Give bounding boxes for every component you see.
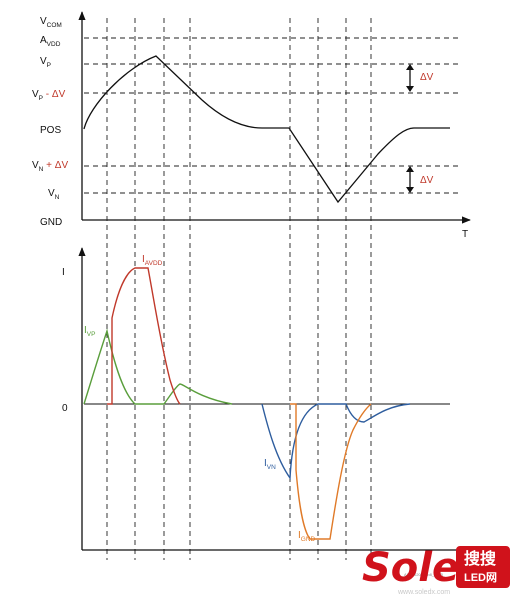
ivp-current-curve: [83, 328, 233, 405]
ignd-label: IGND: [298, 530, 316, 543]
ignd-current-curve: [290, 403, 372, 540]
vcom-label: VCOM: [40, 16, 62, 29]
lower-delta-arrowheads: [406, 166, 414, 193]
gnd-label: GND: [40, 217, 62, 228]
avdd-label: AVDD: [40, 35, 61, 48]
vp-minus-dv-label: VP - ΔV: [32, 89, 66, 102]
vn-plus-dv-label: VN + ΔV: [32, 160, 68, 173]
upper-delta-label: ΔV: [420, 72, 434, 83]
ivp-label: IVP: [84, 325, 95, 338]
watermark-badge: [456, 546, 510, 588]
zero-current-label: 0: [62, 403, 68, 414]
pos-label: POS: [40, 125, 61, 136]
timing-markers: [106, 18, 372, 560]
current-max-label: I: [62, 267, 65, 278]
watermark-led: LED网: [464, 571, 497, 584]
watermark-url: www.soledx.com: [397, 589, 450, 596]
figure-footnote: ABT702015_b8_2015: [404, 572, 444, 577]
voltage-chart: ΔV ΔV VCOM AVDD VP VP - ΔV POS VN + ΔV V…: [32, 11, 471, 240]
current-chart: I 0 IAVDD IVP IVN IGND ABT702015_b8_2015: [62, 247, 458, 577]
vp-label: VP: [40, 56, 51, 69]
iavdd-current-curve: [107, 267, 181, 405]
vn-label: VN: [48, 188, 60, 201]
soled-watermark: Soled 搜搜 LED网 www.soledx.com: [362, 545, 510, 596]
ivn-label: IVN: [264, 458, 276, 471]
watermark-cn: 搜搜: [464, 549, 497, 568]
upper-delta-arrowheads: [406, 64, 414, 92]
lower-delta-label: ΔV: [420, 175, 434, 186]
ivn-current-curve: [261, 403, 411, 481]
iavdd-label: IAVDD: [142, 254, 163, 267]
pos-voltage-waveform: [83, 55, 450, 204]
time-axis-label: T: [462, 229, 468, 240]
